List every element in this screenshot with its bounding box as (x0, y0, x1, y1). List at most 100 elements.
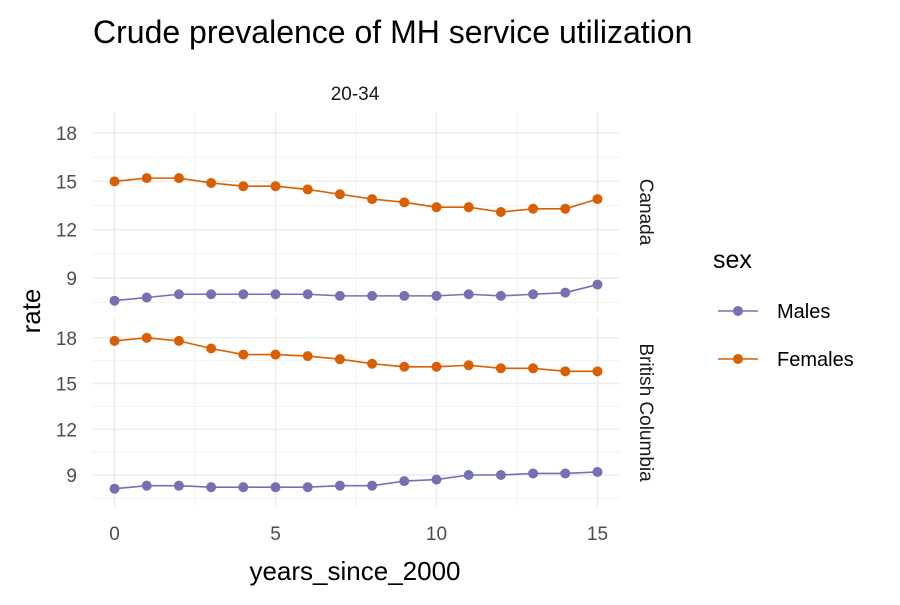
data-point (206, 177, 217, 188)
panel-british-columbia: 9 12 15 18 British Columbia 0 5 10 15 (56, 318, 656, 545)
data-point (560, 287, 571, 298)
chart-title: Crude prevalence of MH service utilizati… (93, 14, 692, 50)
data-point (141, 332, 152, 343)
y-tick-label: 18 (56, 329, 77, 350)
data-point (270, 181, 281, 192)
data-point (399, 197, 410, 208)
data-point (302, 184, 313, 195)
data-point (270, 482, 281, 493)
data-point (528, 363, 539, 374)
data-point (431, 290, 442, 301)
x-tick-label: 15 (587, 524, 608, 545)
legend-label: Males (777, 301, 830, 323)
data-point (109, 295, 120, 306)
data-point (592, 194, 603, 205)
data-point (560, 203, 571, 214)
x-tick-label: 0 (109, 524, 120, 545)
data-point (367, 194, 378, 205)
legend-item-males: Males (718, 301, 830, 323)
data-point (109, 176, 120, 187)
series-males (109, 279, 603, 306)
y-tick-label: 9 (66, 466, 77, 487)
x-tick-label: 5 (270, 524, 281, 545)
series-males (109, 466, 603, 494)
data-point (592, 279, 603, 290)
legend-label: Females (777, 349, 854, 371)
data-point (302, 289, 313, 300)
data-point (495, 363, 506, 374)
data-point (109, 483, 120, 494)
data-point (367, 290, 378, 301)
data-point (560, 366, 571, 377)
data-point (560, 468, 571, 479)
legend: Males Females (718, 301, 854, 371)
y-tick-label: 15 (56, 172, 77, 193)
data-point (109, 335, 120, 346)
data-point (399, 361, 410, 372)
data-point (302, 482, 313, 493)
data-point (270, 349, 281, 360)
plot-area: 9 12 15 18 Canada 9 12 15 18 British Columbia 0 5 10… (56, 112, 656, 545)
series-line (114, 283, 598, 302)
data-point (270, 289, 281, 300)
data-point (206, 482, 217, 493)
data-point (431, 361, 442, 372)
data-point (141, 292, 152, 303)
legend-item-females: Females (718, 349, 854, 371)
data-point (495, 290, 506, 301)
data-point (206, 289, 217, 300)
data-point (592, 466, 603, 477)
data-point (334, 480, 345, 491)
data-point (495, 469, 506, 480)
series-line (114, 471, 598, 490)
data-point (431, 474, 442, 485)
y-tick-label: 18 (56, 124, 77, 145)
data-point (173, 289, 184, 300)
data-point (495, 207, 506, 217)
data-point (334, 354, 345, 365)
data-point (463, 360, 474, 371)
series-females (109, 173, 603, 217)
series-line (114, 177, 598, 213)
facet-column-label: 20-34 (331, 84, 380, 105)
data-point (463, 202, 474, 213)
y-tick-label: 9 (66, 269, 77, 290)
data-point (463, 289, 474, 300)
data-point (592, 366, 603, 377)
y-tick-label: 12 (56, 420, 77, 441)
y-tick-label: 12 (56, 221, 77, 242)
data-point (173, 173, 184, 184)
data-point (238, 349, 249, 360)
data-point (528, 203, 539, 214)
x-axis-label: years_since_2000 (249, 556, 460, 586)
series-line (114, 337, 598, 373)
data-point (528, 468, 539, 479)
data-point (399, 476, 410, 487)
data-point (238, 482, 249, 493)
data-point (431, 202, 442, 213)
data-point (302, 351, 313, 362)
data-point (528, 289, 539, 300)
data-point (173, 480, 184, 491)
facet-row-label: Canada (635, 179, 656, 246)
data-point (141, 480, 152, 491)
legend-key-point (733, 354, 743, 364)
data-point (367, 358, 378, 369)
data-point (367, 480, 378, 491)
data-point (463, 469, 474, 480)
data-point (238, 289, 249, 300)
facet-row-label: British Columbia (635, 343, 656, 482)
y-axis-label: rate (16, 289, 46, 334)
panel-canada: 9 12 15 18 Canada (56, 112, 656, 312)
legend-key-point (733, 306, 743, 316)
data-point (238, 181, 249, 192)
legend-title: sex (713, 246, 752, 274)
data-point (141, 173, 152, 184)
x-tick-label: 10 (426, 524, 447, 545)
series-females (109, 332, 603, 377)
data-point (334, 290, 345, 301)
data-point (334, 189, 345, 200)
data-point (206, 343, 217, 354)
